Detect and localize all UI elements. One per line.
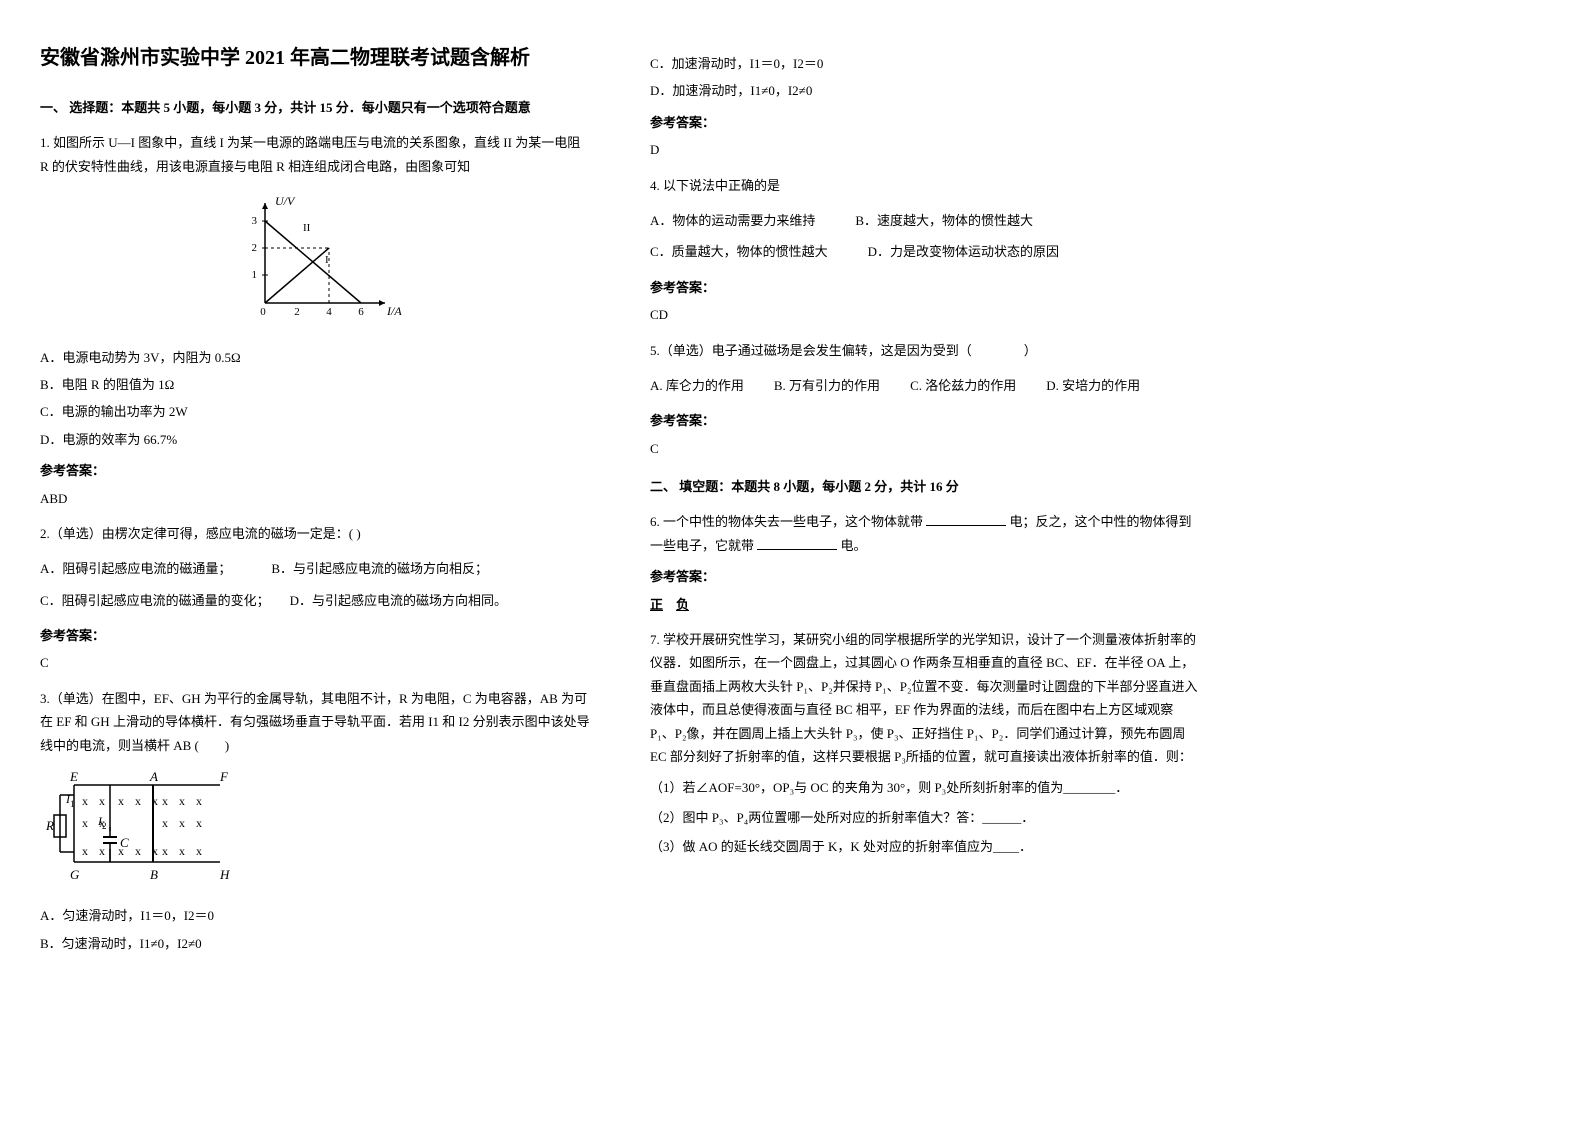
q6-answer1: 正 [650, 597, 663, 612]
q2-option-b: B．与引起感应电流的磁场方向相反； [271, 557, 488, 580]
q1-answer: ABD [40, 487, 590, 510]
right-column: C．加速滑动时，I1＝0，I2＝0 D．加速滑动时，I1≠0，I2≠0 参考答案… [650, 40, 1200, 967]
q4-answer: CD [650, 303, 1200, 326]
question-2: 2.（单选）由楞次定律可得，感应电流的磁场一定是：( ) A．阻碍引起感应电流的… [40, 522, 590, 675]
q4-option-d: D．力是改变物体运动状态的原因 [868, 240, 1059, 263]
svg-text:G: G [70, 867, 80, 882]
q3-options-cont: C．加速滑动时，I1＝0，I2＝0 D．加速滑动时，I1≠0，I2≠0 [650, 52, 1200, 103]
q2-option-c: C．阻碍引起感应电流的磁通量的变化； [40, 589, 270, 612]
q3-answer: D [650, 138, 1200, 161]
q5-option-b: B. 万有引力的作用 [774, 374, 880, 397]
q6-blank1 [926, 513, 1006, 526]
q6-blank2 [757, 537, 837, 550]
svg-text:x x x: x x x [118, 844, 162, 858]
q2-option-d: D．与引起感应电流的磁场方向相同。 [290, 589, 507, 612]
svg-text:F: F [219, 769, 229, 784]
q1-option-d: D．电源的效率为 66.7% [40, 428, 590, 451]
svg-text:x x x: x x x [162, 816, 206, 830]
q7-sub2: （2）图中 P₃、P₄两位置哪一处所对应的折射率值大？答：______． [650, 806, 1200, 829]
q5-answer-label: 参考答案： [650, 409, 1200, 432]
svg-text:6: 6 [358, 306, 364, 318]
svg-text:2: 2 [294, 306, 300, 318]
svg-text:R: R [45, 818, 54, 833]
question-6: 6. 一个中性的物体失去一些电子，这个物体就带 电；反之，这个中性的物体得到一些… [650, 510, 1200, 616]
question-3: 3.（单选）在图中，EF、GH 为平行的金属导轨，其电阻不计，R 为电阻，C 为… [40, 687, 590, 955]
section1-header: 一、 选择题：本题共 5 小题，每小题 3 分，共计 15 分．每小题只有一个选… [40, 96, 590, 119]
q3-answer-label: 参考答案： [650, 111, 1200, 134]
q3-option-c: C．加速滑动时，I1＝0，I2＝0 [650, 52, 1200, 75]
q7-text: 7. 学校开展研究性学习，某研究小组的同学根据所学的光学知识，设计了一个测量液体… [650, 628, 1200, 768]
svg-text:x x: x x [82, 844, 109, 858]
q7-sub1: （1）若∠AOF=30°，OP₃与 OC 的夹角为 30°，则 P₃处所刻折射率… [650, 776, 1200, 799]
q4-option-a: A．物体的运动需要力来维持 [650, 209, 815, 232]
q7-sub3: （3）做 AO 的延长线交圆周于 K，K 处对应的折射率值应为____． [650, 835, 1200, 858]
q4-option-c: C．质量越大，物体的惯性越大 [650, 240, 828, 263]
svg-text:x x: x x [82, 794, 109, 808]
q5-option-c: C. 洛伦兹力的作用 [910, 374, 1016, 397]
q4-option-b: B．速度越大，物体的惯性越大 [855, 209, 1033, 232]
q1-answer-label: 参考答案： [40, 459, 590, 482]
svg-text:x x x: x x x [162, 794, 206, 808]
q5-text: 5.（单选）电子通过磁场是会发生偏转，这是因为受到（ ） [650, 339, 1200, 362]
q3-circuit-diagram: E A F I 1 R I [40, 767, 240, 887]
q6-answer-label: 参考答案： [650, 565, 1200, 588]
svg-text:2: 2 [252, 242, 258, 254]
q1-option-a: A．电源电动势为 3V，内阻为 0.5Ω [40, 346, 590, 369]
section2-header: 二、 填空题：本题共 8 小题，每小题 2 分，共计 16 分 [650, 475, 1200, 498]
svg-text:B: B [150, 867, 158, 882]
q5-option-d: D. 安培力的作用 [1046, 374, 1140, 397]
svg-text:4: 4 [326, 306, 332, 318]
svg-text:0: 0 [260, 306, 266, 318]
document-title: 安徽省滁州市实验中学 2021 年高二物理联考试题含解析 [40, 40, 590, 76]
q3-text: 3.（单选）在图中，EF、GH 为平行的金属导轨，其电阻不计，R 为电阻，C 为… [40, 687, 590, 757]
left-column: 安徽省滁州市实验中学 2021 年高二物理联考试题含解析 一、 选择题：本题共 … [40, 40, 590, 967]
svg-text:x x: x x [82, 816, 109, 830]
q2-options: A．阻碍引起感应电流的磁通量； B．与引起感应电流的磁场方向相反； C．阻碍引起… [40, 553, 590, 616]
q6-text: 6. 一个中性的物体失去一些电子，这个物体就带 电；反之，这个中性的物体得到一些… [650, 510, 1200, 557]
q4-options: A．物体的运动需要力来维持 B．速度越大，物体的惯性越大 C．质量越大，物体的惯… [650, 205, 1200, 268]
q3-option-b: B．匀速滑动时，I1≠0，I2≠0 [40, 932, 590, 955]
svg-text:3: 3 [252, 215, 258, 227]
question-5: 5.（单选）电子通过磁场是会发生偏转，这是因为受到（ ） A. 库仑力的作用 B… [650, 339, 1200, 461]
svg-text:E: E [69, 769, 78, 784]
question-1: 1. 如图所示 U—I 图象中，直线 I 为某一电源的路端电压与电流的关系图象，… [40, 131, 590, 510]
q6-text3: 电。 [841, 538, 867, 553]
q1-option-b: B．电阻 R 的阻值为 1Ω [40, 373, 590, 396]
svg-text:II: II [303, 222, 311, 234]
q5-answer: C [650, 437, 1200, 460]
q2-option-a: A．阻碍引起感应电流的磁通量； [40, 557, 231, 580]
q3-diagram: E A F I 1 R I [40, 767, 590, 894]
q1-chart-container: 0 2 4 6 1 2 3 U/V I/A I II [40, 193, 590, 330]
q2-answer: C [40, 651, 590, 674]
question-7: 7. 学校开展研究性学习，某研究小组的同学根据所学的光学知识，设计了一个测量液体… [650, 628, 1200, 859]
q3-option-a: A．匀速滑动时，I1＝0，I2＝0 [40, 904, 590, 927]
q3-option-d: D．加速滑动时，I1≠0，I2≠0 [650, 79, 1200, 102]
q6-answer: 正 负 [650, 593, 1200, 616]
q1-options: A．电源电动势为 3V，内阻为 0.5Ω B．电阻 R 的阻值为 1Ω C．电源… [40, 346, 590, 452]
svg-text:x x x: x x x [118, 794, 162, 808]
q3-options: A．匀速滑动时，I1＝0，I2＝0 B．匀速滑动时，I1≠0，I2≠0 [40, 904, 590, 955]
q1-text: 1. 如图所示 U—I 图象中，直线 I 为某一电源的路端电压与电流的关系图象，… [40, 131, 590, 178]
q1-option-c: C．电源的输出功率为 2W [40, 400, 590, 423]
q5-options: A. 库仑力的作用 B. 万有引力的作用 C. 洛伦兹力的作用 D. 安培力的作… [650, 370, 1200, 401]
q2-text: 2.（单选）由楞次定律可得，感应电流的磁场一定是：( ) [40, 522, 590, 545]
svg-text:H: H [219, 867, 230, 882]
svg-text:x x x: x x x [162, 844, 206, 858]
q4-answer-label: 参考答案： [650, 276, 1200, 299]
q1-ui-chart: 0 2 4 6 1 2 3 U/V I/A I II [225, 193, 405, 323]
svg-text:I: I [325, 254, 329, 266]
q2-answer-label: 参考答案： [40, 624, 590, 647]
svg-text:1: 1 [252, 269, 258, 281]
q6-text1: 6. 一个中性的物体失去一些电子，这个物体就带 [650, 514, 923, 529]
svg-text:A: A [149, 769, 158, 784]
question-3-cont: C．加速滑动时，I1＝0，I2＝0 D．加速滑动时，I1≠0，I2≠0 参考答案… [650, 52, 1200, 162]
q4-text: 4. 以下说法中正确的是 [650, 174, 1200, 197]
q5-option-a: A. 库仑力的作用 [650, 374, 744, 397]
question-4: 4. 以下说法中正确的是 A．物体的运动需要力来维持 B．速度越大，物体的惯性越… [650, 174, 1200, 327]
svg-text:I/A: I/A [386, 304, 402, 318]
q6-answer2: 负 [676, 597, 689, 612]
svg-text:1: 1 [70, 799, 75, 809]
svg-text:U/V: U/V [275, 194, 296, 208]
